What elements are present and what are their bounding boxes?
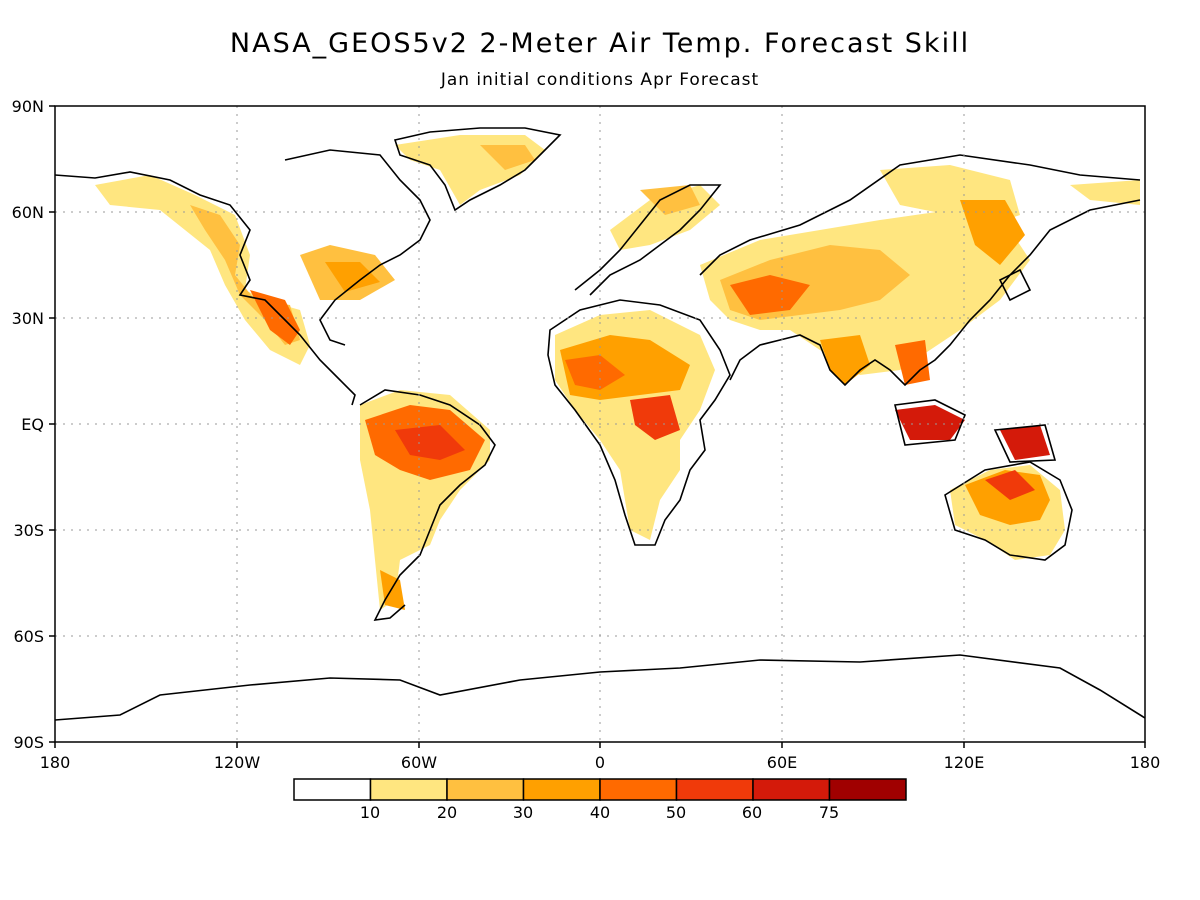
skill-shading	[95, 135, 1140, 610]
lat-tick-label: 60N	[12, 203, 44, 222]
lat-tick-label: 30S	[13, 521, 44, 540]
colorbar-label: 10	[360, 803, 380, 822]
colorbar-label: 40	[590, 803, 610, 822]
colorbar-swatch	[293, 778, 372, 801]
colorbar-swatch	[599, 778, 678, 801]
lat-tick-label: 30N	[12, 309, 44, 328]
lon-tick-label: 0	[595, 753, 605, 772]
lon-tick-label: 180	[40, 753, 71, 772]
lon-axis: 180 120W 60W 0 60E 120E 180	[40, 753, 1161, 772]
colorbar-swatch	[446, 778, 525, 801]
colorbar-label: 75	[819, 803, 839, 822]
lon-tick-label: 180	[1130, 753, 1161, 772]
lon-tick-label: 60W	[401, 753, 437, 772]
coastlines	[54, 127, 1146, 721]
lat-axis: 90N 60N 30N EQ 30S 60S 90S	[12, 97, 44, 752]
colorbar: 10 20 30 40 50 60 75	[293, 778, 907, 822]
colorbar-swatch	[369, 778, 448, 801]
gridlines	[55, 106, 1145, 742]
colorbar-swatch	[828, 778, 907, 801]
lat-tick-label: EQ	[21, 415, 44, 434]
lat-tick-label: 90S	[13, 733, 44, 752]
colorbar-label: 20	[437, 803, 457, 822]
lon-tick-label: 60E	[767, 753, 797, 772]
lat-tick-label: 60S	[13, 627, 44, 646]
colorbar-swatch	[675, 778, 754, 801]
colorbar-label: 50	[666, 803, 686, 822]
colorbar-swatch	[522, 778, 601, 801]
lon-tick-label: 120E	[944, 753, 985, 772]
lon-tick-label: 120W	[214, 753, 261, 772]
chart-title: NASA_GEOS5v2 2-Meter Air Temp. Forecast …	[229, 28, 971, 59]
lat-tick-label: 90N	[12, 97, 44, 116]
chart-subtitle: Jan initial conditions Apr Forecast	[440, 70, 760, 90]
colorbar-label: 30	[513, 803, 533, 822]
colorbar-label: 60	[742, 803, 762, 822]
colorbar-swatch	[752, 778, 831, 801]
